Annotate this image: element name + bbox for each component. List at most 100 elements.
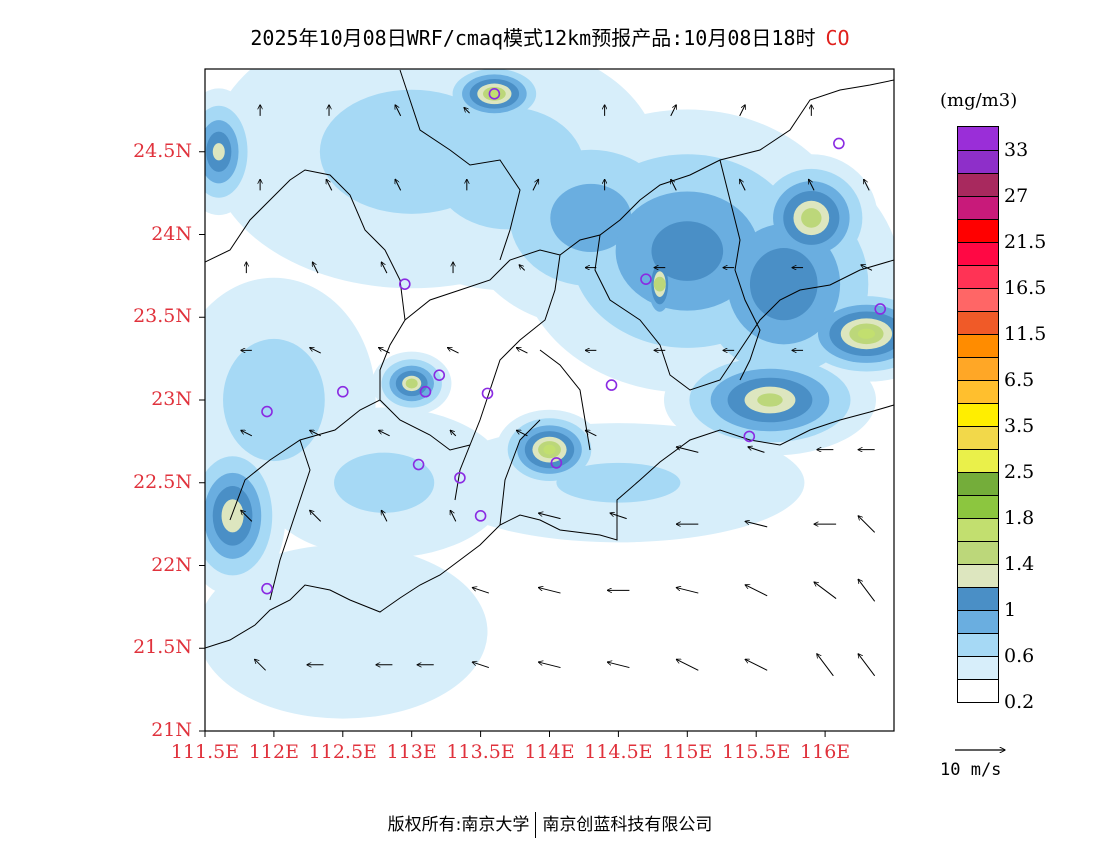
legend-level-label: 11.5 bbox=[1004, 323, 1047, 345]
station-marker bbox=[261, 582, 273, 595]
wind-arrow bbox=[739, 105, 746, 117]
footer-left: 版权所有:南京大学 bbox=[387, 815, 530, 835]
legend-swatch bbox=[958, 173, 998, 196]
province-border bbox=[205, 169, 406, 521]
contour-band-1 bbox=[223, 338, 325, 462]
contour-band-6 bbox=[857, 328, 875, 339]
vector-reference-label: 10 m/s bbox=[940, 760, 1002, 780]
station-marker bbox=[454, 471, 466, 484]
station-marker bbox=[412, 458, 425, 471]
city-border bbox=[454, 254, 561, 501]
footer-separator bbox=[535, 812, 537, 838]
wind-arrow bbox=[381, 262, 388, 274]
station-marker bbox=[640, 273, 652, 285]
station-marker bbox=[419, 385, 432, 398]
legend-swatch bbox=[958, 334, 998, 357]
city-border bbox=[399, 69, 521, 261]
wind-arrow bbox=[516, 430, 528, 437]
legend-level-label: 6.5 bbox=[1004, 369, 1035, 391]
legend-unit: (mg/m3) bbox=[940, 90, 1018, 111]
wind-arrow bbox=[748, 447, 765, 453]
lat-tick-label: 22.5N bbox=[133, 470, 192, 493]
footer-right: 南京创蓝科技有限公司 bbox=[542, 815, 713, 835]
wind-arrow bbox=[450, 430, 457, 437]
wind-arrow bbox=[539, 513, 561, 520]
lon-tick-label: 116E bbox=[800, 741, 851, 763]
legend-swatch bbox=[958, 380, 998, 403]
wind-arrow bbox=[676, 588, 699, 594]
wind-arrow bbox=[861, 265, 873, 271]
legend-level-label: 16.5 bbox=[1004, 277, 1047, 299]
legend-swatch bbox=[958, 656, 998, 679]
wind-arrow bbox=[448, 348, 459, 354]
city-border bbox=[269, 439, 311, 601]
axis-ticks bbox=[199, 151, 826, 737]
wind-arrow bbox=[516, 348, 528, 354]
wind-arrow bbox=[745, 585, 768, 597]
legend-swatch bbox=[958, 219, 998, 242]
wind-arrow bbox=[464, 108, 470, 114]
legend-swatch bbox=[958, 679, 998, 702]
legend-swatch bbox=[958, 518, 998, 541]
station-marker bbox=[399, 278, 411, 290]
wind-arrow bbox=[310, 510, 322, 522]
legend-swatch bbox=[958, 311, 998, 334]
title-text: 2025年10月08日WRF/cmaq模式12km预报产品:10月08日18时 bbox=[250, 26, 816, 50]
wind-arrow bbox=[255, 659, 266, 671]
legend-swatch bbox=[958, 403, 998, 426]
contour-band-5 bbox=[757, 393, 783, 407]
legend-level-label: 1.4 bbox=[1004, 553, 1035, 575]
wind-arrow bbox=[326, 179, 333, 191]
station-marker bbox=[833, 137, 845, 150]
wind-arrow bbox=[241, 510, 253, 522]
legend-swatch bbox=[958, 288, 998, 311]
lon-tick-label: 113E bbox=[386, 741, 437, 763]
lat-tick-label: 22N bbox=[151, 553, 192, 576]
wind-arrow bbox=[532, 179, 539, 191]
lon-tick-label: 114.5E bbox=[584, 741, 653, 763]
legend-swatch bbox=[958, 449, 998, 472]
legend-level-label: 21.5 bbox=[1004, 231, 1047, 253]
city-border bbox=[719, 159, 761, 381]
wind-arrow bbox=[745, 659, 768, 671]
city-border bbox=[499, 419, 541, 526]
city-border bbox=[594, 234, 894, 391]
legend-swatch bbox=[958, 357, 998, 380]
wind-arrow bbox=[864, 179, 870, 191]
station-marker bbox=[743, 430, 756, 443]
lat-tick-label: 23N bbox=[151, 388, 192, 410]
legend-level-label: 0.6 bbox=[1004, 645, 1035, 667]
wind-arrow bbox=[676, 447, 699, 453]
lon-tick-label: 115E bbox=[662, 741, 713, 763]
contour-band-5 bbox=[801, 208, 822, 228]
station-marker bbox=[261, 405, 273, 418]
contour-band-3 bbox=[749, 248, 818, 321]
wind-arrow bbox=[858, 579, 876, 602]
legend-level-label: 3.5 bbox=[1004, 415, 1035, 437]
legend-swatch bbox=[958, 541, 998, 564]
legend-swatch bbox=[958, 495, 998, 518]
legend-level-label: 33 bbox=[1004, 139, 1029, 161]
wind-arrow bbox=[814, 582, 837, 599]
wind-arrow bbox=[241, 430, 253, 437]
lat-tick-label: 21.5N bbox=[133, 636, 192, 659]
legend-level-label: 0.2 bbox=[1004, 691, 1035, 713]
legend-swatch bbox=[958, 426, 998, 449]
legend-swatch bbox=[958, 127, 998, 150]
chart-title: 2025年10月08日WRF/cmaq模式12km预报产品:10月08日18时 C… bbox=[0, 22, 1100, 51]
contour-band-1 bbox=[334, 452, 435, 513]
legend-swatch bbox=[958, 242, 998, 265]
contour-band-1 bbox=[556, 462, 681, 503]
contour-band-5 bbox=[405, 378, 418, 389]
station-marker bbox=[336, 385, 349, 398]
wind-arrow bbox=[395, 105, 402, 117]
legend-swatch bbox=[958, 587, 998, 610]
wind-arrow bbox=[676, 659, 699, 671]
wind-arrow bbox=[310, 348, 321, 354]
wind-arrow bbox=[740, 179, 746, 191]
wind-arrow bbox=[745, 521, 768, 528]
contour-band-3 bbox=[651, 221, 724, 281]
species-label: CO bbox=[825, 26, 850, 50]
lon-tick-label: 113.5E bbox=[446, 741, 515, 763]
wind-arrow bbox=[450, 510, 457, 522]
